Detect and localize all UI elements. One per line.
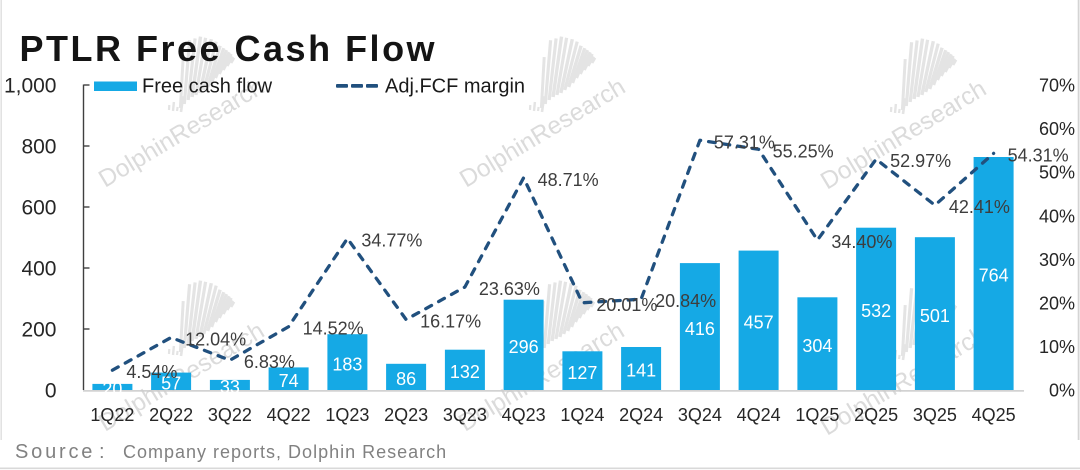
svg-text:Company reports, Dolphin Resea: Company reports, Dolphin Research bbox=[123, 442, 447, 462]
svg-text:4Q23: 4Q23 bbox=[502, 405, 546, 425]
svg-text:30%: 30% bbox=[1039, 250, 1075, 270]
svg-text:52.97%: 52.97% bbox=[890, 151, 951, 171]
svg-text:23.63%: 23.63% bbox=[479, 279, 540, 299]
svg-text:20.01%: 20.01% bbox=[596, 295, 657, 315]
svg-text:4Q25: 4Q25 bbox=[972, 405, 1016, 425]
svg-text:132: 132 bbox=[450, 362, 480, 382]
svg-text:400: 400 bbox=[21, 258, 56, 281]
svg-text:20%: 20% bbox=[1039, 294, 1075, 314]
svg-text:416: 416 bbox=[685, 319, 715, 339]
svg-text:3Q22: 3Q22 bbox=[208, 405, 252, 425]
svg-text:55.25%: 55.25% bbox=[773, 141, 834, 161]
svg-text:34.77%: 34.77% bbox=[361, 231, 422, 251]
svg-text:42.41%: 42.41% bbox=[949, 197, 1010, 217]
svg-text:50%: 50% bbox=[1039, 163, 1075, 183]
svg-text:70%: 70% bbox=[1039, 76, 1075, 96]
svg-text:3Q25: 3Q25 bbox=[913, 405, 957, 425]
svg-text:1Q23: 1Q23 bbox=[325, 405, 369, 425]
svg-text:Source: Source bbox=[15, 441, 95, 463]
svg-text:20.84%: 20.84% bbox=[655, 291, 716, 311]
svg-text:86: 86 bbox=[396, 369, 416, 389]
svg-text:457: 457 bbox=[744, 313, 774, 333]
svg-text:532: 532 bbox=[861, 301, 891, 321]
svg-text:2Q23: 2Q23 bbox=[384, 405, 428, 425]
svg-text:20: 20 bbox=[102, 379, 122, 399]
svg-text:764: 764 bbox=[979, 266, 1009, 286]
svg-text:1,000: 1,000 bbox=[4, 75, 57, 98]
svg-text:800: 800 bbox=[21, 136, 56, 159]
svg-text::: : bbox=[99, 441, 105, 463]
svg-text:Adj.FCF margin: Adj.FCF margin bbox=[385, 76, 525, 98]
svg-text:600: 600 bbox=[21, 197, 56, 220]
svg-text:304: 304 bbox=[802, 336, 832, 356]
svg-text:1Q22: 1Q22 bbox=[90, 405, 134, 425]
svg-text:4Q22: 4Q22 bbox=[267, 405, 311, 425]
svg-text:1Q24: 1Q24 bbox=[560, 405, 604, 425]
svg-text:4.54%: 4.54% bbox=[126, 362, 177, 382]
svg-text:PTLR Free Cash Flow: PTLR Free Cash Flow bbox=[20, 28, 438, 69]
svg-text:33: 33 bbox=[220, 377, 240, 397]
svg-text:6.83%: 6.83% bbox=[244, 352, 295, 372]
svg-text:501: 501 bbox=[920, 306, 950, 326]
svg-text:2Q24: 2Q24 bbox=[619, 405, 663, 425]
svg-text:74: 74 bbox=[279, 371, 299, 391]
svg-text:Free cash flow: Free cash flow bbox=[142, 76, 273, 98]
svg-text:4Q24: 4Q24 bbox=[737, 405, 781, 425]
svg-text:0%: 0% bbox=[1049, 381, 1075, 401]
svg-text:57.31%: 57.31% bbox=[714, 132, 775, 152]
svg-text:12.04%: 12.04% bbox=[185, 330, 246, 350]
svg-text:3Q24: 3Q24 bbox=[678, 405, 722, 425]
svg-text:54.31%: 54.31% bbox=[1008, 145, 1069, 165]
svg-text:14.52%: 14.52% bbox=[303, 319, 364, 339]
svg-text:127: 127 bbox=[567, 363, 597, 383]
svg-text:1Q25: 1Q25 bbox=[795, 405, 839, 425]
svg-text:10%: 10% bbox=[1039, 337, 1075, 357]
svg-text:2Q25: 2Q25 bbox=[854, 405, 898, 425]
svg-text:200: 200 bbox=[21, 319, 56, 342]
svg-text:183: 183 bbox=[332, 354, 362, 374]
svg-text:34.40%: 34.40% bbox=[831, 232, 892, 252]
svg-text:60%: 60% bbox=[1039, 119, 1075, 139]
svg-text:40%: 40% bbox=[1039, 206, 1075, 226]
svg-text:16.17%: 16.17% bbox=[420, 312, 481, 332]
svg-text:296: 296 bbox=[509, 337, 539, 357]
svg-text:57: 57 bbox=[161, 374, 181, 394]
svg-text:48.71%: 48.71% bbox=[538, 170, 599, 190]
svg-text:2Q22: 2Q22 bbox=[149, 405, 193, 425]
svg-text:0: 0 bbox=[45, 380, 57, 403]
svg-text:3Q23: 3Q23 bbox=[443, 405, 487, 425]
svg-text:141: 141 bbox=[626, 361, 656, 381]
